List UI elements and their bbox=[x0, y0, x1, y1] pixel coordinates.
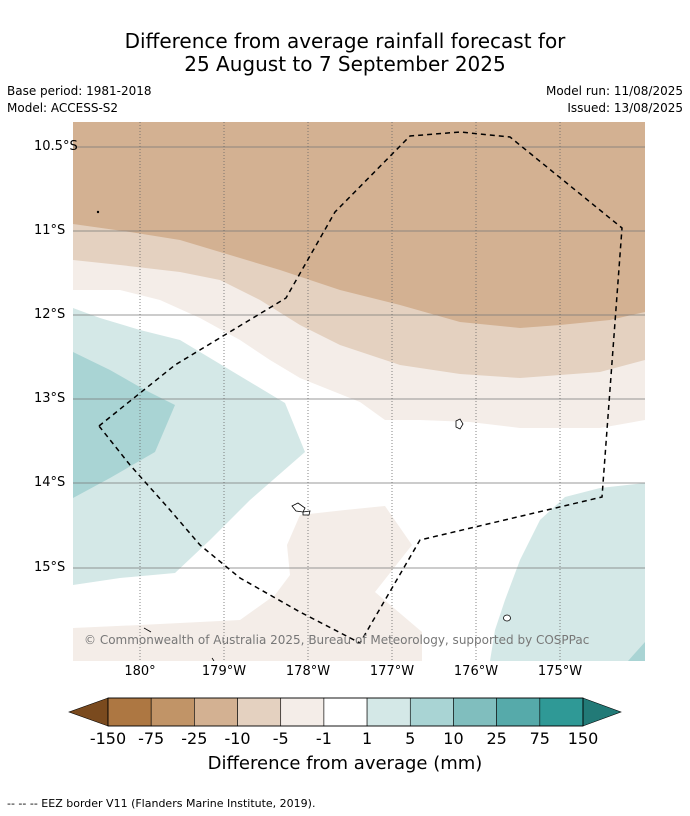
anomaly-zone-plus-5-west bbox=[73, 352, 175, 498]
rainfall-anomaly-fields bbox=[73, 122, 645, 661]
island bbox=[503, 614, 511, 622]
colorbar-tick-label: -5 bbox=[272, 729, 289, 748]
colorbar-tick-label: 5 bbox=[405, 729, 416, 748]
meta-left: Base period: 1981-2018 Model: ACCESS-S2 bbox=[7, 83, 152, 117]
colorbar-tick-label: -75 bbox=[138, 729, 165, 748]
lon-label: 180° bbox=[124, 664, 156, 679]
islands bbox=[96, 210, 511, 661]
lon-label: 179°W bbox=[201, 664, 247, 679]
colorbar-tick-label: 25 bbox=[486, 729, 507, 748]
island bbox=[455, 418, 464, 430]
lat-label: 10.5°S bbox=[34, 139, 78, 154]
copyright-notice: © Commonwealth of Australia 2025, Bureau… bbox=[84, 633, 590, 647]
lon-label: 178°W bbox=[285, 664, 331, 679]
lon-label: 177°W bbox=[369, 664, 415, 679]
rainfall-map bbox=[73, 122, 645, 661]
colorbar-frame bbox=[107, 697, 584, 727]
title-line-1: Difference from average rainfall forecas… bbox=[124, 29, 566, 53]
lon-label: 176°W bbox=[453, 664, 499, 679]
colorbar-tick-label: -10 bbox=[224, 729, 251, 748]
colorbar-cell bbox=[323, 697, 368, 727]
issued-date: Issued: 13/08/2025 bbox=[567, 101, 683, 115]
island bbox=[96, 210, 100, 214]
colorbar-tick-label: -25 bbox=[181, 729, 208, 748]
island bbox=[302, 510, 311, 516]
lon-label: 175°W bbox=[537, 664, 583, 679]
island bbox=[211, 657, 215, 661]
base-period: Base period: 1981-2018 bbox=[7, 84, 152, 98]
anomaly-zone-plus-1-southeast bbox=[490, 483, 645, 661]
lat-label: 15°S bbox=[34, 560, 66, 575]
lat-label: 11°S bbox=[34, 223, 66, 238]
eez-border bbox=[97, 131, 623, 644]
colorbar-tick-label: 150 bbox=[567, 729, 599, 748]
colorbar-cell bbox=[280, 697, 325, 727]
lat-label: 14°S bbox=[34, 475, 66, 490]
colorbar-cell bbox=[194, 697, 238, 727]
colorbar-cell bbox=[409, 697, 454, 727]
colorbar-tick-label: -1 bbox=[315, 729, 332, 748]
colorbar-cells bbox=[107, 697, 584, 727]
colorbar-cell bbox=[107, 697, 152, 727]
title-line-2: 25 August to 7 September 2025 bbox=[184, 52, 506, 76]
colorbar-tick-label: -150 bbox=[89, 729, 127, 748]
colorbar-cell bbox=[366, 697, 411, 727]
colorbar-tick-label: 75 bbox=[529, 729, 550, 748]
map-title: Difference from average rainfall forecas… bbox=[0, 30, 690, 76]
colorbar-tick-label: 10 bbox=[443, 729, 464, 748]
colorbar-extend-low bbox=[68, 697, 109, 727]
island bbox=[291, 502, 306, 513]
colorbar-extend-high bbox=[582, 697, 622, 727]
colorbar-label: Difference from average (mm) bbox=[207, 753, 483, 774]
colorbar-tick-label: 1 bbox=[361, 729, 373, 748]
colorbar bbox=[68, 697, 622, 727]
eez-footnote: -- -- -- EEZ border V11 (Flanders Marine… bbox=[7, 797, 316, 810]
graticule bbox=[73, 146, 645, 569]
island bbox=[143, 627, 152, 633]
model-run: Model run: 11/08/2025 bbox=[545, 84, 683, 98]
model-name: Model: ACCESS-S2 bbox=[7, 101, 119, 115]
meta-right: Model run: 11/08/2025 Issued: 13/08/2025 bbox=[546, 83, 683, 117]
anomaly-zone-plus-5-southeast bbox=[628, 642, 645, 661]
colorbar-cell bbox=[237, 697, 282, 727]
lat-label: 12°S bbox=[34, 307, 66, 322]
anomaly-zone-minus-10 bbox=[73, 122, 645, 328]
colorbar-cell bbox=[150, 697, 195, 727]
anomaly-zone-minus-1-south bbox=[73, 506, 422, 661]
anomaly-zone-plus-1-west bbox=[73, 308, 305, 585]
colorbar-cell bbox=[496, 697, 541, 727]
lat-label: 13°S bbox=[34, 391, 66, 406]
colorbar-cell bbox=[539, 697, 584, 727]
colorbar-cell bbox=[453, 697, 497, 727]
